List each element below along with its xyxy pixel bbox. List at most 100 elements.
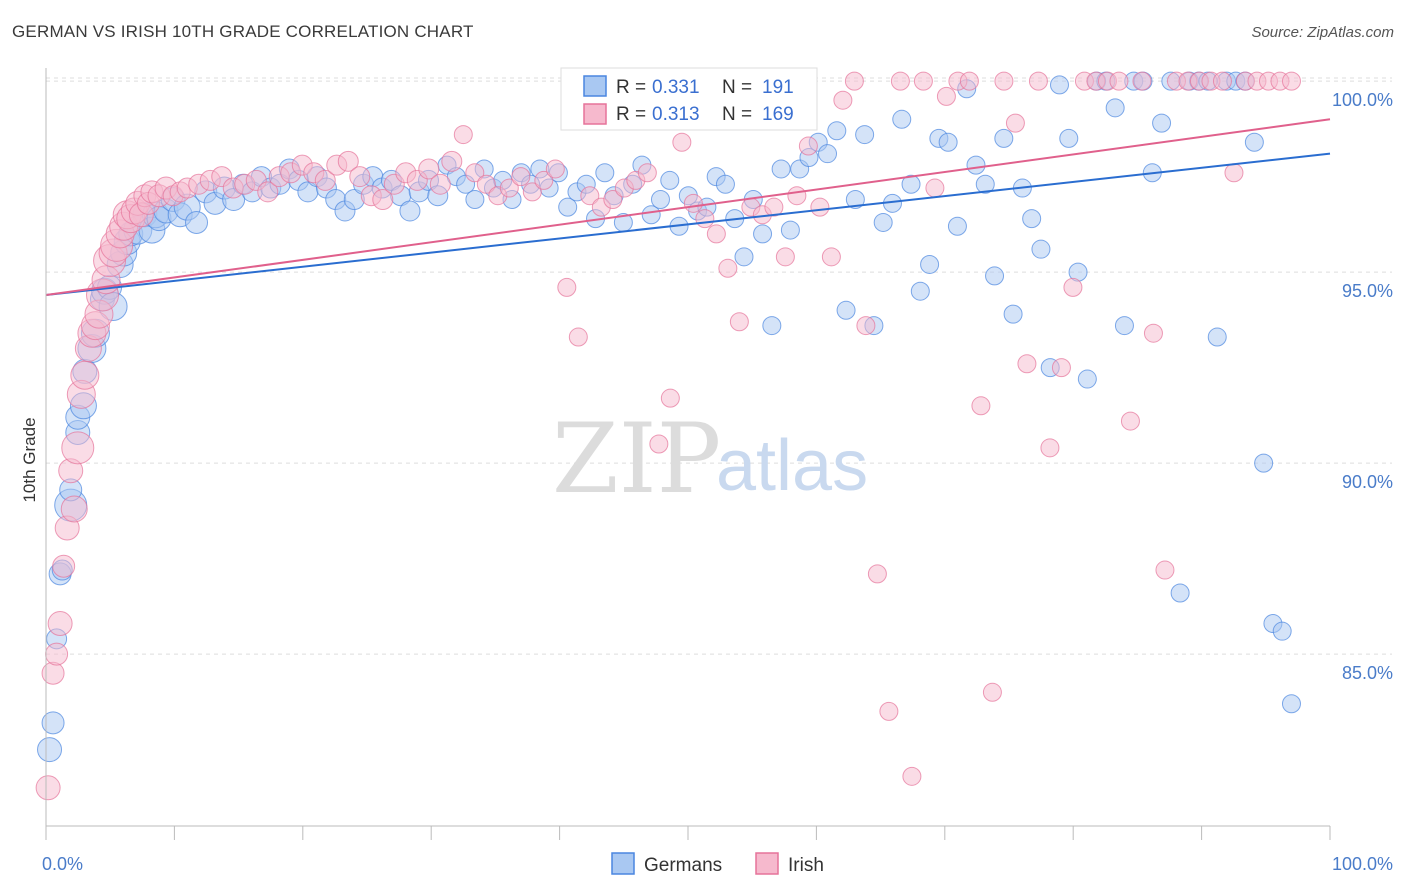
irish-point <box>936 86 956 106</box>
irish-point <box>60 495 88 523</box>
irish-point <box>499 178 519 198</box>
irish-point <box>890 71 910 91</box>
germans-point <box>1049 75 1069 95</box>
irish-point <box>1224 163 1244 183</box>
germans-point <box>994 128 1014 148</box>
bottom-legend-label-irish[interactable]: Irish <box>788 855 824 876</box>
irish-point <box>718 258 738 278</box>
germans-point <box>873 212 893 232</box>
irish-point <box>465 163 485 183</box>
germans-point <box>753 224 773 244</box>
axes <box>45 68 1331 840</box>
irish-point <box>1051 358 1071 378</box>
watermark: ZIP atlas <box>552 403 868 515</box>
irish-point <box>672 132 692 152</box>
irish-point <box>695 209 715 229</box>
germans-point <box>1114 316 1134 336</box>
legend-swatch-germans <box>583 75 607 97</box>
irish-point <box>994 71 1014 91</box>
germans-point <box>1281 694 1301 714</box>
bottom-legend-label-germans[interactable]: Germans <box>644 855 722 876</box>
germans-point <box>1254 453 1274 473</box>
irish-point <box>1212 71 1232 91</box>
germans-point <box>1272 621 1292 641</box>
irish-point <box>1281 71 1301 91</box>
germans-point <box>975 174 995 194</box>
irish-point <box>545 159 565 179</box>
irish-point <box>706 224 726 244</box>
germans-point <box>920 254 940 274</box>
irish-point <box>844 71 864 91</box>
irish-point <box>1109 71 1129 91</box>
irish-point <box>856 316 876 336</box>
germans-point <box>1170 583 1190 603</box>
germans-point <box>660 170 680 190</box>
germans-point <box>1022 209 1042 229</box>
germans-point <box>399 200 421 222</box>
irish-point <box>1017 354 1037 374</box>
irish-point <box>372 189 394 211</box>
irish-point <box>314 169 336 191</box>
germans-point <box>910 281 930 301</box>
germans-point <box>966 155 986 175</box>
irish-point <box>453 125 473 145</box>
irish-point <box>971 396 991 416</box>
germans-point <box>1207 327 1227 347</box>
germans-point <box>595 163 615 183</box>
irish-point <box>637 163 657 183</box>
germans-point <box>1077 369 1097 389</box>
irish-point <box>649 434 669 454</box>
source-credit: Source: ZipAtlas.com <box>1251 24 1394 41</box>
germans-point <box>1152 113 1172 133</box>
y-tick-label: 95.0% <box>1342 281 1393 301</box>
irish-point <box>603 190 623 210</box>
irish-point <box>729 312 749 332</box>
irish-point <box>1155 560 1175 580</box>
irish-point <box>821 247 841 267</box>
bottom-legend-swatch-germans[interactable] <box>611 852 635 875</box>
germans-point <box>780 220 800 240</box>
germans-point <box>985 266 1005 286</box>
germans-point <box>1031 239 1051 259</box>
bottom-legend-swatch-irish[interactable] <box>755 852 779 875</box>
irish-point <box>70 360 100 390</box>
irish-point <box>959 71 979 91</box>
irish-point <box>798 136 818 156</box>
germans-point <box>845 190 865 210</box>
germans-point <box>465 190 485 210</box>
irish-point <box>775 247 795 267</box>
irish-point <box>1120 411 1140 431</box>
irish-point <box>47 611 73 637</box>
legend-r-value-germans: 0.331 <box>652 77 700 98</box>
germans-point <box>734 247 754 267</box>
y-tick-label: 100.0% <box>1332 90 1393 110</box>
irish-point <box>257 181 279 203</box>
trend-line-irish <box>45 118 1331 297</box>
y-tick-label: 85.0% <box>1342 663 1393 683</box>
irish-point <box>45 642 69 666</box>
trend-lines <box>45 118 1331 297</box>
legend-r-value-irish: 0.313 <box>652 104 700 125</box>
germans-point <box>37 737 63 763</box>
irish-point <box>61 431 95 465</box>
x-tick-labels: 0.0% 100.0% <box>42 854 1393 874</box>
irish-point <box>418 158 440 180</box>
irish-point <box>1143 323 1163 343</box>
irish-point <box>833 90 853 110</box>
germans-point <box>185 210 209 234</box>
irish-point <box>568 327 588 347</box>
irish-point <box>1132 71 1152 91</box>
irish-point <box>52 554 76 578</box>
germans-point <box>771 159 791 179</box>
legend-n-value-germans: 191 <box>762 77 794 98</box>
irish-point <box>337 150 359 172</box>
germans-point <box>650 190 670 210</box>
germans-point <box>818 144 838 164</box>
germans-point <box>836 300 856 320</box>
x-tick-label: 0.0% <box>42 854 83 874</box>
legend-n-value-irish: 169 <box>762 104 794 125</box>
germans-point <box>938 132 958 152</box>
germans-point <box>901 174 921 194</box>
irish-point <box>557 277 577 297</box>
